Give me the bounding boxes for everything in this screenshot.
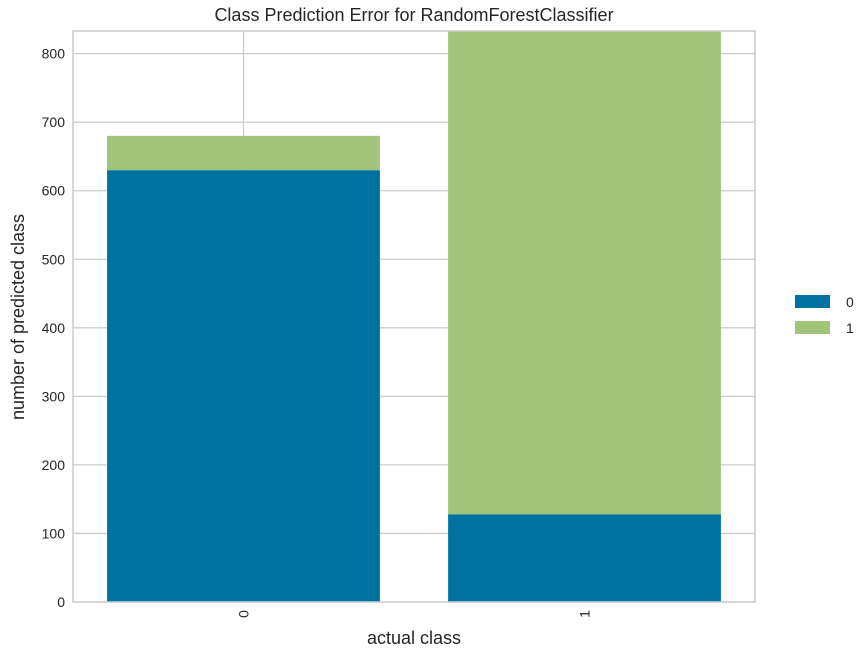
y-tick-label: 300 [42, 388, 66, 404]
bar-actual-0-predicted-0 [107, 170, 380, 603]
y-tick-label: 0 [57, 594, 65, 610]
bar-actual-1-predicted-1 [448, 31, 721, 515]
y-tick-label: 200 [42, 457, 66, 473]
bar-actual-1-predicted-0 [448, 514, 721, 602]
x-tick-label: 1 [577, 610, 593, 618]
legend-label: 1 [846, 320, 854, 336]
bar-actual-0-predicted-1 [107, 135, 380, 171]
legend-swatch [795, 295, 830, 308]
y-tick-label: 100 [42, 525, 66, 541]
y-tick-label: 400 [42, 320, 66, 336]
y-axis-label: number of predicted class [8, 214, 28, 420]
plot-area: 0 100 200 300 400 500 600 700 800 0 1 [42, 30, 756, 618]
plot-frame [72, 30, 756, 603]
y-tick-label: 500 [42, 251, 66, 267]
legend: 01 [795, 294, 854, 336]
legend-swatch [795, 321, 830, 334]
y-tick-label: 800 [42, 46, 66, 62]
x-tick-label: 0 [236, 610, 252, 618]
y-tick-label: 600 [42, 183, 66, 199]
legend-label: 0 [846, 294, 854, 310]
x-axis-label: actual class [367, 628, 461, 648]
chart-title: Class Prediction Error for RandomForestC… [214, 5, 613, 25]
y-tick-label: 700 [42, 114, 66, 130]
